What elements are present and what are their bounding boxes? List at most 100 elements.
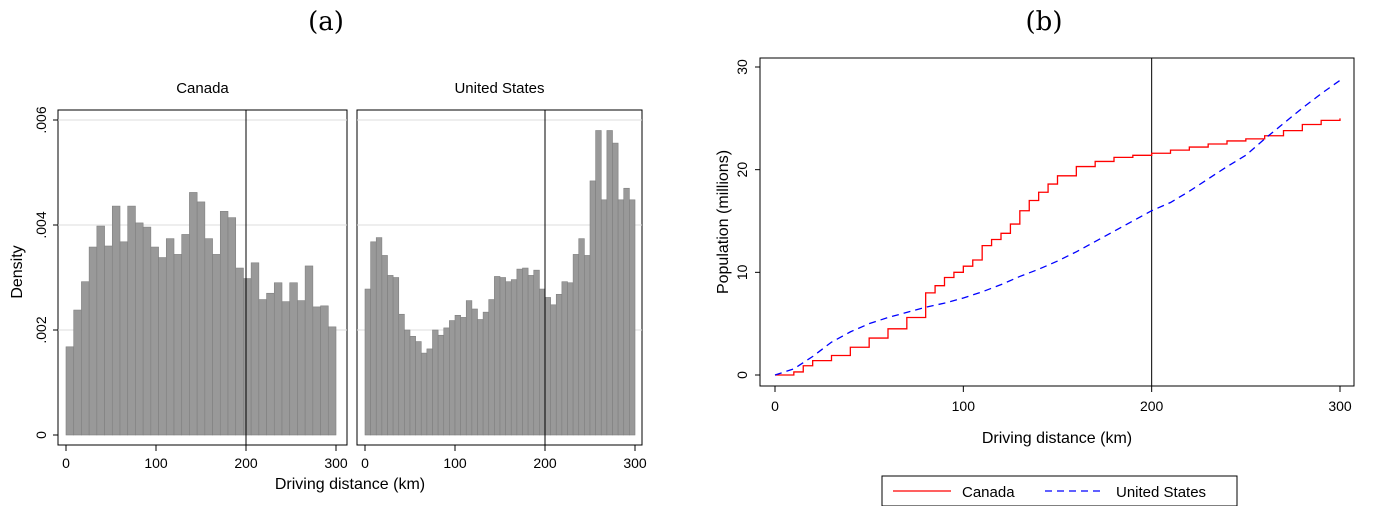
x-tick-label: 0 [771,398,779,414]
facet-1: United States 0 100 200 300 [356,80,647,471]
x-tick-label: 0 [62,455,70,471]
histogram-bar [471,308,478,436]
histogram-bar [381,255,388,436]
histogram-bar [623,187,630,436]
y-tick-label: .004 [33,211,49,238]
panel-label-a: (a) [308,7,344,37]
histogram-chart: Canada 0 100 200 300 0 .002 .004 .006 United Stat… [9,80,647,493]
histogram-bar [142,226,152,436]
x-tick-label: 200 [533,455,557,471]
histogram-bar [165,238,175,436]
x-tick-label: 200 [234,455,258,471]
facet-0: Canada 0 100 200 300 0 .002 .004 .006 [33,80,348,471]
histogram-bar [415,341,422,436]
histogram-bar [387,275,394,436]
x-axis-title: Driving distance (km) [982,430,1132,447]
histogram-bar [150,246,159,436]
histogram-bar [312,306,321,436]
histogram-bar [561,281,568,436]
histogram-bar [375,237,383,436]
histogram-bar [281,301,291,436]
histogram-bar [289,282,298,436]
histogram-bar [595,130,602,436]
histogram-bar [111,205,121,436]
histogram-bar [127,205,136,436]
histogram-bar [304,265,314,436]
histogram-bar [196,201,206,436]
histogram-bar [119,241,129,436]
histogram-bar [600,199,608,436]
cumulative-population-chart: 0 100 200 300 0 10 20 30 Population (millions) Dr… [715,57,1355,506]
histogram-bar [437,334,445,436]
histogram-bar [135,222,144,436]
histogram-bar [522,267,529,436]
x-tick-label: 300 [1328,398,1352,414]
histogram-bar [181,234,190,436]
histogram-bar [589,180,596,436]
histogram-bar [273,282,283,436]
histogram-bar [364,288,371,436]
histogram-bar [533,269,540,436]
histogram-bar [477,319,484,436]
histogram-bar [258,299,267,436]
y-tick-label: .002 [33,316,49,343]
histogram-bar [88,246,98,436]
legend-label: Canada [962,484,1015,501]
histogram-bar [409,335,416,436]
histogram-bar [516,268,523,436]
histogram-bar [398,313,405,436]
histogram-bar [73,309,82,436]
panel-label-b: (b) [1026,7,1063,37]
legend: Canada United States [881,475,1238,506]
histogram-bar [488,299,495,436]
histogram-bar [320,305,329,436]
histogram-bar [555,293,563,436]
y-tick-label: 30 [734,59,750,75]
histogram-bar [539,288,546,436]
histogram-bar [454,314,461,436]
histogram-bar [629,199,636,436]
histogram-bar [510,279,518,436]
histogram-bar [426,348,433,436]
histogram-bar [572,254,580,436]
facet-title: Canada [176,80,229,97]
histogram-bar [460,317,467,436]
histogram-bar [420,352,428,436]
histogram-bar [432,329,439,436]
histogram-bar [266,292,275,436]
histogram-bar [173,254,183,436]
histogram-bar [96,225,105,436]
histogram-bar [617,199,625,436]
histogram-bar [219,211,229,436]
histogram-bar [370,241,377,436]
histogram-bar [606,130,613,436]
histogram-bar [449,320,456,436]
histogram-bar [327,326,337,436]
series-line-canada [775,118,1341,376]
histogram-bar [612,142,619,436]
histogram-bar [443,327,450,436]
x-tick-label: 100 [144,455,168,471]
histogram-bar [104,245,113,436]
x-tick-label: 100 [952,398,976,414]
histogram-bar [243,278,252,436]
histogram-bar [465,300,473,436]
histogram-bar [65,346,75,436]
y-tick-label: 20 [734,162,750,178]
x-tick-label: 300 [324,455,348,471]
histogram-bar [81,281,90,436]
histogram-bar [235,267,244,436]
x-tick-label: 300 [623,455,647,471]
y-axis-title: Population (millions) [715,150,732,294]
histogram-bar [499,277,506,436]
y-axis-title: Density [9,245,26,298]
y-tick-label: 0 [734,371,750,379]
histogram-bar [212,254,221,436]
legend-label: United States [1116,484,1206,501]
histogram-bar [544,297,551,436]
y-tick-label: 10 [734,264,750,280]
plot-frame [759,57,1355,387]
facet-title: United States [454,80,544,97]
histogram-bar [567,282,574,436]
